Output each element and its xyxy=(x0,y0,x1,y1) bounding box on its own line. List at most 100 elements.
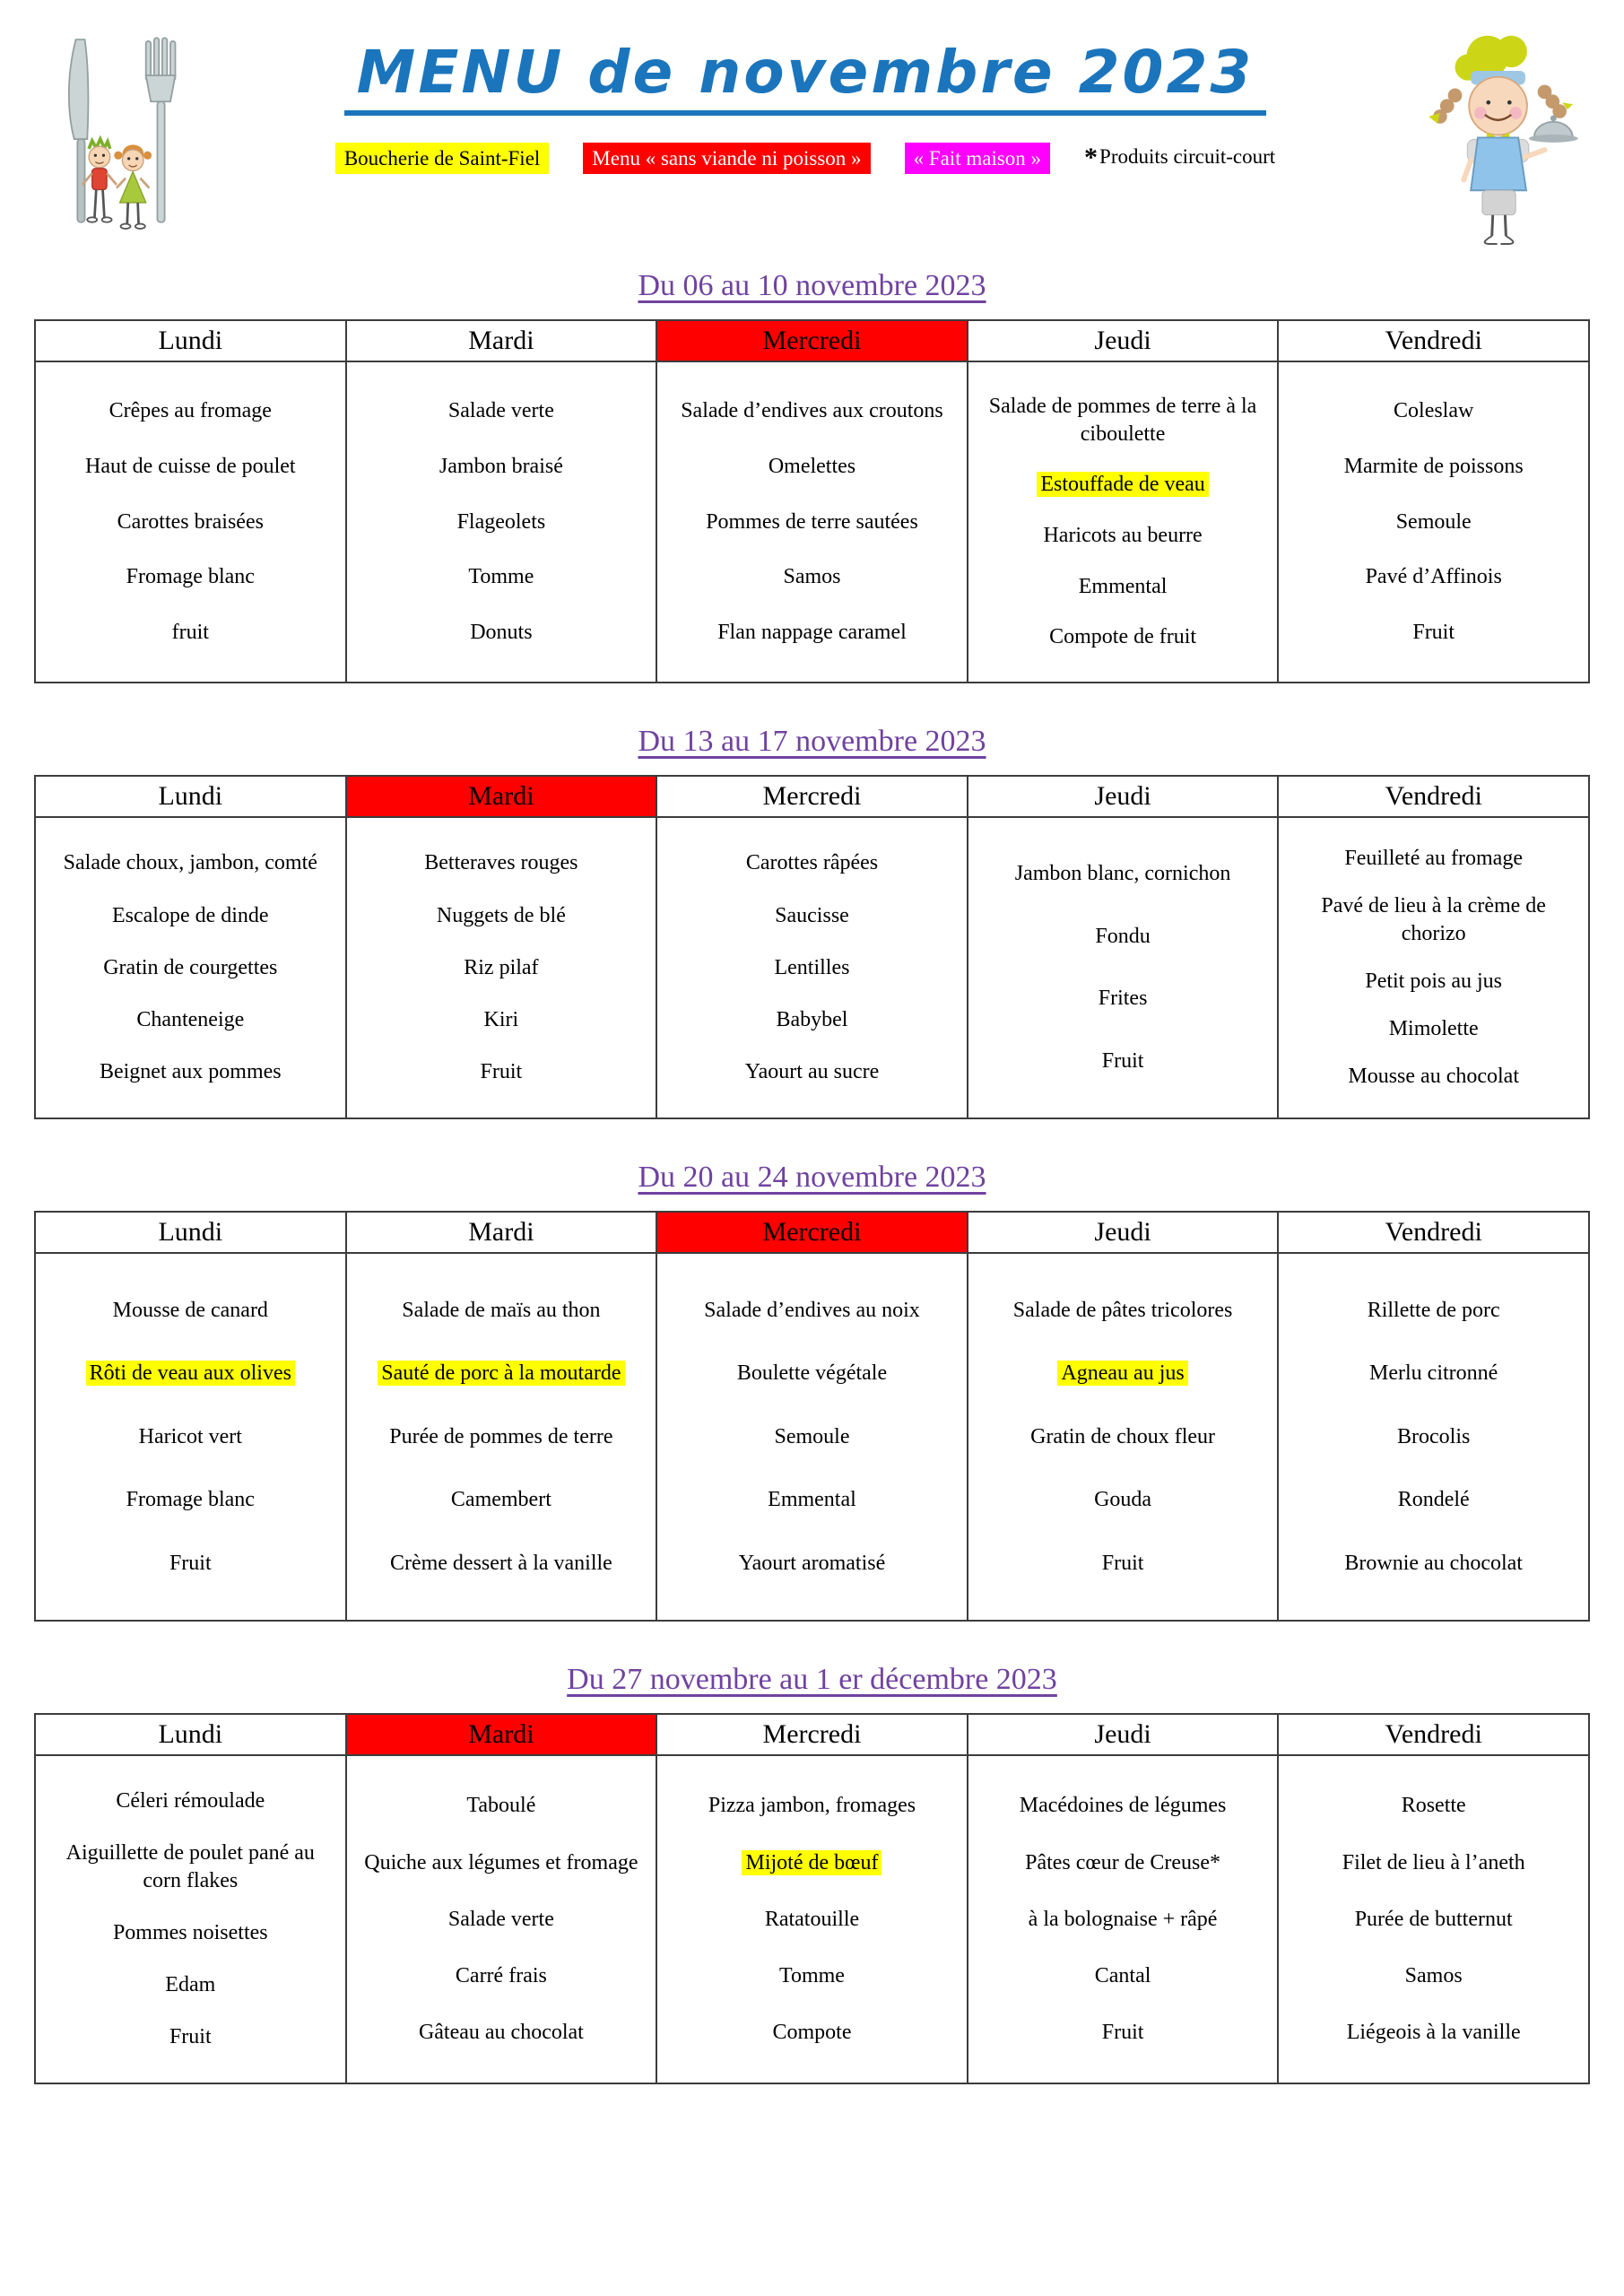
day-header-mardi: Mardi xyxy=(344,319,658,362)
menu-cell-content: Salade d’endives au noix Boulette végétal… xyxy=(657,1254,967,1620)
day-header-lundi: Lundi xyxy=(34,319,347,362)
day-header-mardi: Mardi xyxy=(344,1713,658,1756)
menu-cell-lundi: Salade choux, jambon, comté Escalope de d… xyxy=(34,816,347,1119)
menu-cell-content: Taboulé Quiche aux légumes et fromage Sala… xyxy=(347,1756,656,2083)
menu-item: Kiri xyxy=(483,1007,519,1031)
menu-item: Carottes braisées xyxy=(117,509,264,534)
kids-cutlery-icon xyxy=(67,37,177,230)
menu-item: Liégeois à la vanille xyxy=(1346,2020,1521,2044)
day-header-lundi: Lundi xyxy=(34,1211,347,1254)
menu-item: Boulette végétale xyxy=(736,1361,888,1386)
menu-cell-mardi: Betteraves rouges Nuggets de blé Riz pilaf… xyxy=(344,816,658,1119)
day-header-vendredi: Vendredi xyxy=(1277,775,1590,818)
menu-item: Feuilleté au fromage xyxy=(1344,847,1523,871)
menu-item: Riz pilaf xyxy=(464,955,539,979)
menu-item: Cantal xyxy=(1094,1963,1151,1987)
menu-item: Fruit xyxy=(1101,1049,1144,1074)
menu-item: Pâtes cœur de Creuse* xyxy=(1025,1850,1221,1874)
menu-item: Chanteneige xyxy=(136,1007,245,1031)
day-header-mardi: Mardi xyxy=(344,775,658,818)
menu-cell-lundi: Mousse de canard Rôti de veau aux olives H… xyxy=(34,1252,347,1622)
week-section-3: Du 20 au 24 novembre 2023 Lundi Mardi Mercr… xyxy=(0,1161,1624,1622)
week-title: Du 20 au 24 novembre 2023 xyxy=(638,1161,986,1194)
week-title: Du 06 au 10 novembre 2023 xyxy=(638,269,986,302)
day-header-row: Lundi Mardi Mercredi Jeudi Vendredi xyxy=(34,1211,1590,1254)
menu-table-week-4: Lundi Mardi Mercredi Jeudi Vendredi Céleri ré… xyxy=(34,1713,1590,2084)
menu-cell-mardi: Taboulé Quiche aux légumes et fromage Sala… xyxy=(344,1754,658,2084)
menu-item: Pavé d’Affinois xyxy=(1365,565,1502,589)
menu-item: à la bolognaise + râpé xyxy=(1028,1907,1218,1931)
menu-cell-jeudi: Jambon blanc, cornichon Fondu Frites Fruit xyxy=(966,816,1280,1119)
day-header-row: Lundi Mardi Mercredi Jeudi Vendredi xyxy=(34,319,1590,362)
menu-cell-mardi: Salade de maïs au thon Sauté de porc à la… xyxy=(344,1252,658,1622)
menu-item: Carré frais xyxy=(455,1963,547,1987)
menu-item: Semoule xyxy=(1395,509,1472,534)
menu-cell-content: Rillette de porc Merlu citronné Brocolis Ro… xyxy=(1279,1254,1588,1620)
menu-item: Compote xyxy=(772,2020,852,2044)
menu-item: Jambon blanc, cornichon xyxy=(1014,862,1231,886)
menu-item: Petit pois au jus xyxy=(1365,970,1503,993)
menu-cell-content: Salade de pâtes tricolores Agneau au jus G… xyxy=(968,1254,1278,1620)
menu-item: Fromage blanc xyxy=(126,565,255,589)
menu-cell-jeudi: Salade de pommes de terre à la ciboulett… xyxy=(966,361,1280,683)
menu-item: Marmite de poissons xyxy=(1343,454,1524,478)
menu-item: Fruit xyxy=(1412,621,1455,645)
menu-item: Fruit xyxy=(1101,1551,1144,1575)
menu-cell-mercredi: Salade d’endives au noix Boulette végétal… xyxy=(656,1252,968,1622)
menu-item: Haut de cuisse de poulet xyxy=(84,454,296,478)
menu-table-week-1: Lundi Mardi Mercredi Jeudi Vendredi Crêpes au… xyxy=(34,319,1590,683)
highlighted-dish: Estouffade de veau xyxy=(1037,472,1209,498)
menu-row: Salade choux, jambon, comté Escalope de d… xyxy=(34,816,1590,1119)
menu-item: Salade de maïs au thon xyxy=(402,1298,601,1322)
menu-cell-jeudi: Salade de pâtes tricolores Agneau au jus G… xyxy=(966,1252,1280,1622)
menu-item: Saucisse xyxy=(775,903,849,927)
menu-item: Compote de fruit xyxy=(1049,625,1197,649)
highlighted-dish: Agneau au jus xyxy=(1057,1361,1188,1387)
chef-girl-illustration xyxy=(1404,25,1597,249)
day-header-lundi: Lundi xyxy=(34,1713,347,1756)
day-header-mercredi: Mercredi xyxy=(656,319,968,362)
menu-item: Brocolis xyxy=(1397,1424,1471,1448)
menu-item: Pavé de lieu à la crème de chorizo xyxy=(1321,894,1546,945)
menu-item: Rosette xyxy=(1401,1794,1466,1818)
menu-row: Céleri rémoulade Aiguillette de poulet pa… xyxy=(34,1754,1590,2084)
menu-cell-vendredi: Coleslaw Marmite de poissons Semoule Pavé d… xyxy=(1277,361,1590,683)
header-center: MENU de novembre 2023 Boucherie de Saint… xyxy=(206,25,1404,177)
menu-item: Fruit xyxy=(1101,2020,1144,2044)
menu-item: Yaourt aromatisé xyxy=(738,1551,886,1575)
menu-item: Fondu xyxy=(1095,924,1151,948)
menu-item: Salade de pâtes tricolores xyxy=(1012,1298,1233,1322)
highlighted-dish: Mijoté de bœuf xyxy=(742,1849,882,1875)
kids-with-giant-cutlery-illustration xyxy=(27,25,206,249)
day-header-vendredi: Vendredi xyxy=(1277,1211,1590,1254)
menu-item: Quiche aux légumes et fromage xyxy=(364,1850,638,1874)
menu-item: Crêpes au fromage xyxy=(109,399,272,423)
menu-cell-mercredi: Salade d’endives aux croutons Omelettes Po… xyxy=(656,361,968,683)
menu-item: Flageolets xyxy=(456,509,546,534)
menu-cell-content: Céleri rémoulade Aiguillette de poulet pa… xyxy=(36,1756,345,2083)
menu-item: Fromage blanc xyxy=(126,1488,255,1512)
week-title: Du 27 novembre au 1 er décembre 2023 xyxy=(567,1663,1057,1696)
menu-item: Ratatouille xyxy=(764,1907,860,1931)
menu-item: Camembert xyxy=(450,1488,551,1512)
day-header-vendredi: Vendredi xyxy=(1277,319,1590,362)
day-header-jeudi: Jeudi xyxy=(966,319,1280,362)
day-header-mercredi: Mercredi xyxy=(656,775,968,818)
menu-item: Purée de pommes de terre xyxy=(389,1424,613,1448)
chef-girl-icon xyxy=(1429,35,1578,245)
menu-item: Rondelé xyxy=(1397,1488,1470,1512)
menu-table-week-3: Lundi Mardi Mercredi Jeudi Vendredi Mousse de… xyxy=(34,1211,1590,1622)
menu-item: Tomme xyxy=(468,565,534,589)
menu-item: Pommes noisettes xyxy=(112,1921,268,1944)
menu-item: Flan nappage caramel xyxy=(717,621,907,645)
day-header-row: Lundi Mardi Mercredi Jeudi Vendredi xyxy=(34,1713,1590,1756)
menu-cell-vendredi: Rillette de porc Merlu citronné Brocolis Ro… xyxy=(1277,1252,1590,1622)
menu-item: Filet de lieu à l’aneth xyxy=(1342,1850,1525,1874)
menu-item: Salade de pommes de terre à la ciboulett… xyxy=(988,394,1257,446)
menu-row: Mousse de canard Rôti de veau aux olives H… xyxy=(34,1252,1590,1622)
menu-item: Mousse de canard xyxy=(112,1298,268,1322)
day-header-lundi: Lundi xyxy=(34,775,347,818)
menu-item: Mimolette xyxy=(1388,1017,1479,1040)
legend-red-badge: Menu « sans viande ni poisson » xyxy=(583,142,871,174)
